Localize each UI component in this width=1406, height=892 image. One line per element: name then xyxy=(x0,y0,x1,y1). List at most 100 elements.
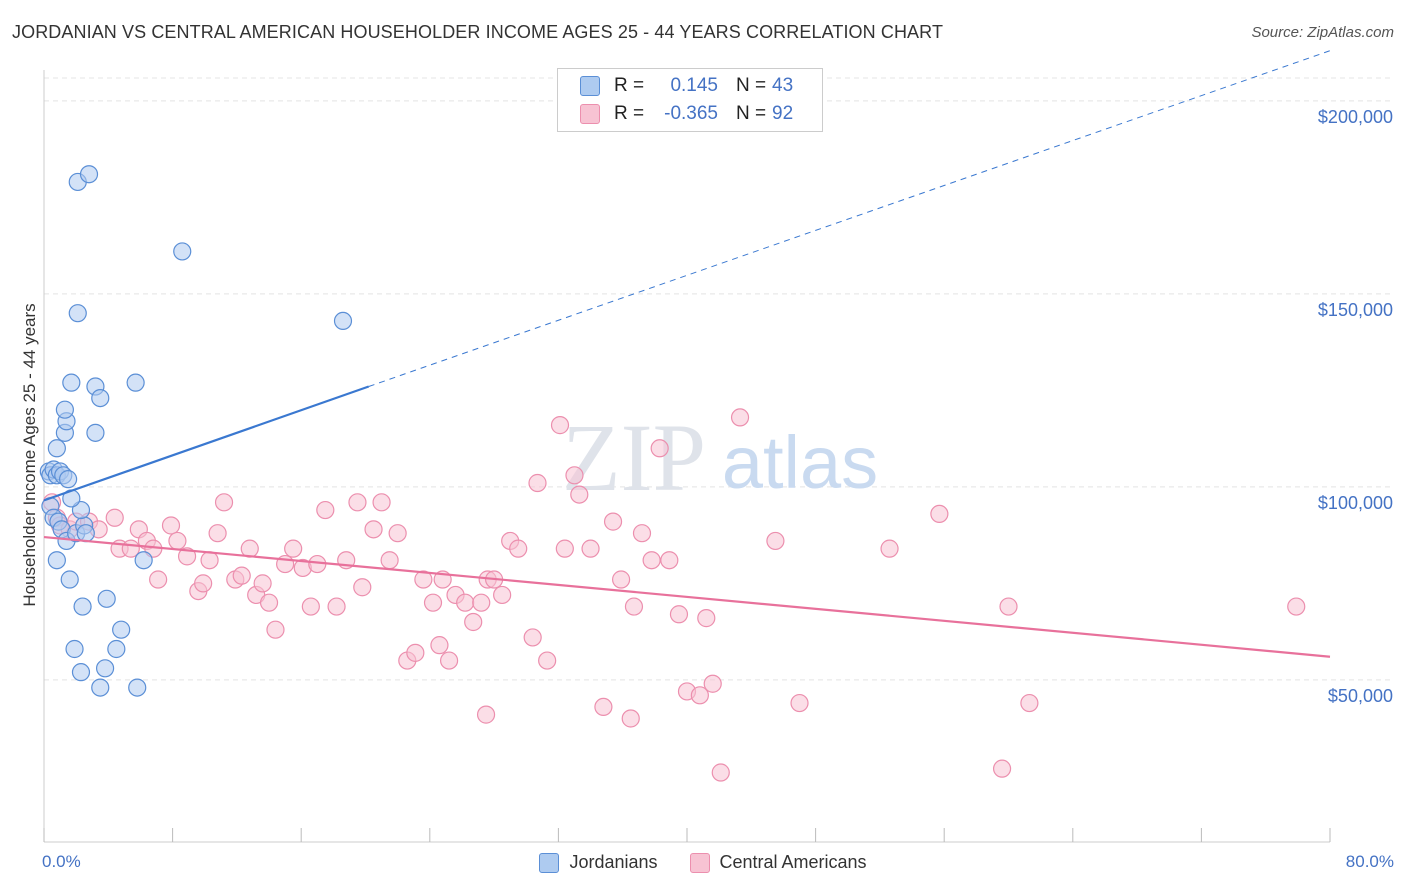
series-jordanians xyxy=(39,165,353,697)
legend-r-value: -0.365 xyxy=(664,103,718,124)
legend-swatch-jordanians xyxy=(580,76,600,96)
data-point-jordanian xyxy=(97,589,116,608)
trend-line-central-americans xyxy=(43,535,1331,658)
gridlines xyxy=(44,77,1394,681)
legend-n-value: 43 xyxy=(772,75,794,96)
data-point-central-american xyxy=(603,512,623,531)
data-point-jordanian xyxy=(134,551,153,570)
data-point-central-american xyxy=(200,551,219,570)
data-point-central-american xyxy=(880,539,899,558)
data-point-jordanian xyxy=(91,678,110,697)
data-point-jordanian xyxy=(86,423,105,442)
trend-line-jordanians xyxy=(43,385,370,502)
x-tick-min: 0.0% xyxy=(42,852,81,871)
data-point-jordanian xyxy=(47,439,66,458)
data-point-central-american xyxy=(660,551,679,570)
legend-n-label: N = xyxy=(736,75,767,96)
data-point-central-american xyxy=(509,539,528,558)
legend-swatch-jordanians xyxy=(539,852,560,873)
data-point-jordanian xyxy=(76,524,95,543)
data-point-central-american xyxy=(364,520,383,539)
data-point-central-american xyxy=(266,620,285,639)
data-point-jordanian xyxy=(62,373,81,392)
data-point-central-american xyxy=(555,539,574,558)
source-credit: Source: ZipAtlas.com xyxy=(1251,24,1394,41)
data-point-jordanian xyxy=(95,659,115,678)
data-point-central-american xyxy=(621,709,640,728)
data-point-jordanian xyxy=(333,311,353,330)
data-point-jordanian xyxy=(128,678,147,697)
data-point-jordanian xyxy=(71,500,91,520)
data-point-central-american xyxy=(650,439,669,458)
data-point-central-american xyxy=(493,585,512,605)
series-central-americans xyxy=(42,408,1306,782)
watermark: ZIP atlas xyxy=(562,404,878,511)
data-point-central-american xyxy=(232,566,251,585)
y-tick-label: $50,000 xyxy=(1328,686,1393,706)
data-point-central-american xyxy=(472,593,491,612)
data-point-central-american xyxy=(149,570,168,589)
x-tick-max: 80.0% xyxy=(1345,852,1394,871)
data-point-central-american xyxy=(177,547,197,566)
data-point-central-american xyxy=(214,493,234,512)
data-point-central-american xyxy=(570,485,589,504)
data-point-central-american xyxy=(439,651,459,670)
legend-row-central-americans: R = -0.365 N = 92 xyxy=(580,102,793,126)
data-point-central-american xyxy=(538,651,557,670)
legend-item-central-americans[interactable]: Central Americans xyxy=(689,852,867,873)
data-point-central-american xyxy=(999,597,1018,616)
data-point-central-american xyxy=(528,473,547,493)
legend-swatch-central-americans xyxy=(689,852,710,873)
data-point-jordanian xyxy=(73,597,92,616)
data-point-central-american xyxy=(790,693,809,713)
legend-item-jordanians[interactable]: Jordanians xyxy=(539,852,658,873)
legend-label-central-americans: Central Americans xyxy=(719,852,867,872)
data-point-jordanian xyxy=(65,639,84,659)
data-point-central-american xyxy=(703,674,722,693)
watermark-atlas: atlas xyxy=(722,421,878,504)
y-tick-label: $100,000 xyxy=(1318,493,1393,513)
data-point-central-american xyxy=(632,524,652,543)
data-point-central-american xyxy=(194,574,213,593)
legend-row-jordanians: R = 0.145 N = 43 xyxy=(580,74,793,98)
data-point-central-american xyxy=(430,636,449,655)
data-point-jordanian xyxy=(59,470,78,489)
legend-label-jordanians: Jordanians xyxy=(569,852,658,872)
data-point-central-american xyxy=(348,493,367,512)
data-point-jordanian xyxy=(71,663,91,682)
correlation-legend: R = 0.145 N = 43 R = -0.365 N = 92 xyxy=(557,68,823,132)
data-point-jordanian xyxy=(55,400,74,419)
data-point-central-american xyxy=(380,551,399,570)
data-point-central-american xyxy=(624,597,644,616)
data-point-jordanian xyxy=(91,389,110,408)
data-point-central-american xyxy=(992,759,1012,778)
legend-r-label: R = xyxy=(614,75,645,96)
data-point-central-american xyxy=(301,597,320,616)
data-point-central-american xyxy=(456,593,475,612)
data-point-central-american xyxy=(464,612,483,632)
data-point-central-american xyxy=(476,705,496,724)
data-point-central-american xyxy=(388,524,407,543)
data-point-central-american xyxy=(372,493,391,512)
data-point-central-american xyxy=(284,539,303,558)
data-point-jordanian xyxy=(126,373,145,392)
data-point-central-american xyxy=(161,516,181,535)
data-point-central-american xyxy=(414,570,433,589)
data-point-central-american xyxy=(523,628,542,647)
trend-lines xyxy=(43,50,1331,658)
legend-r-label: R = xyxy=(614,103,645,124)
data-point-central-american xyxy=(930,504,949,524)
data-point-jordanian xyxy=(60,570,79,589)
legend-swatch-central-americans xyxy=(580,104,600,124)
data-point-central-american xyxy=(168,531,187,551)
data-point-central-american xyxy=(208,524,227,543)
data-point-central-american xyxy=(642,551,661,570)
data-point-central-american xyxy=(316,500,335,520)
data-point-central-american xyxy=(565,466,584,485)
data-point-central-american xyxy=(1020,693,1039,713)
data-point-central-american xyxy=(611,570,631,589)
data-point-central-american xyxy=(105,508,124,527)
data-point-central-american xyxy=(259,593,279,612)
data-point-central-american xyxy=(253,574,272,593)
